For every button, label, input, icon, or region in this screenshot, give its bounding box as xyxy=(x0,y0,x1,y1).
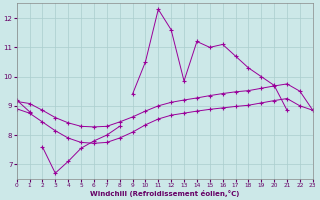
X-axis label: Windchill (Refroidissement éolien,°C): Windchill (Refroidissement éolien,°C) xyxy=(90,190,239,197)
